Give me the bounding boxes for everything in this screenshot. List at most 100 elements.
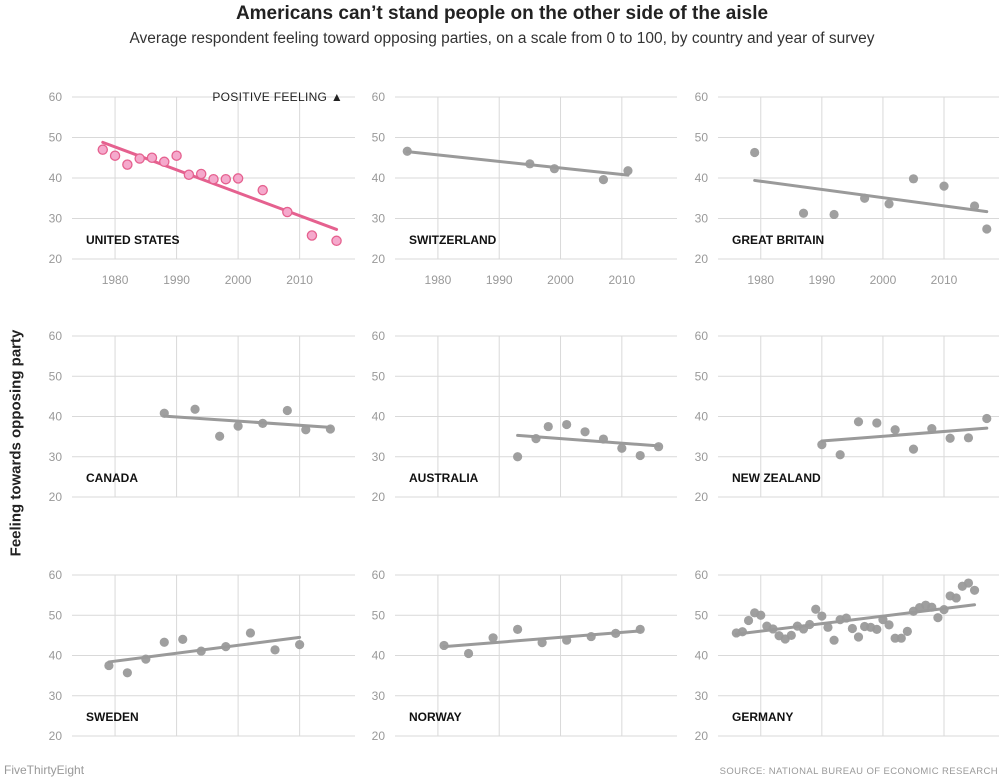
y-tick-label: 30 <box>49 450 63 464</box>
y-tick-label: 50 <box>695 608 709 622</box>
data-point <box>908 444 919 454</box>
y-tick-label: 60 <box>372 329 386 343</box>
data-point <box>811 604 821 614</box>
y-tick-label: 30 <box>372 689 386 703</box>
data-point <box>220 173 232 185</box>
y-tick-label: 60 <box>695 568 709 582</box>
data-point <box>232 173 244 184</box>
data-point <box>183 169 195 181</box>
data-point <box>654 442 664 452</box>
y-tick-label: 50 <box>695 369 709 383</box>
x-tick-label: 1980 <box>747 273 774 287</box>
x-tick-label: 2010 <box>931 273 958 287</box>
data-point <box>750 147 760 158</box>
data-point <box>258 418 268 428</box>
data-point <box>835 450 845 460</box>
y-tick-label: 40 <box>372 171 386 185</box>
data-point <box>963 578 974 588</box>
y-tick-label: 60 <box>372 90 386 104</box>
data-point <box>737 627 748 637</box>
data-point <box>927 602 937 612</box>
y-tick-label: 30 <box>372 212 386 226</box>
y-tick-label: 40 <box>372 649 386 663</box>
data-point <box>109 150 121 161</box>
data-point <box>847 623 857 634</box>
y-tick-label: 50 <box>372 369 386 383</box>
data-point <box>805 619 815 630</box>
data-point <box>580 427 590 437</box>
positive-feeling-annotation: POSITIVE FEELING ▲ <box>212 90 343 104</box>
data-point <box>543 421 553 432</box>
chart-title: Americans can’t stand people on the othe… <box>235 3 769 24</box>
data-point <box>104 660 114 671</box>
data-point <box>982 224 992 234</box>
y-tick-label: 50 <box>372 608 386 622</box>
data-point <box>829 635 839 645</box>
data-point <box>195 168 207 180</box>
y-tick-label: 20 <box>49 729 63 743</box>
y-tick-label: 50 <box>49 369 63 383</box>
y-tick-label: 20 <box>372 729 386 743</box>
x-tick-label: 2000 <box>547 273 574 287</box>
data-point <box>933 613 943 623</box>
y-tick-label: 40 <box>695 171 709 185</box>
data-point <box>171 150 182 161</box>
y-tick-label: 40 <box>49 410 63 424</box>
data-point <box>939 605 949 615</box>
data-point <box>178 634 188 645</box>
data-point <box>598 175 609 185</box>
country-label: UNITED STATES <box>86 233 180 247</box>
data-point <box>598 434 609 444</box>
data-point <box>196 646 206 656</box>
x-tick-label: 2010 <box>608 273 635 287</box>
data-point <box>872 624 882 634</box>
data-point <box>635 624 645 634</box>
y-tick-label: 50 <box>49 608 63 622</box>
data-point <box>134 153 145 164</box>
data-point <box>141 654 151 664</box>
country-label: SWEDEN <box>86 710 139 724</box>
brand-label: FiveThirtyEight <box>4 763 85 777</box>
panel-switzerland: 20 30 40 50 60 1980 1990 2000 2010 SWITZERLAND <box>372 90 677 287</box>
data-point <box>902 626 912 636</box>
data-point <box>537 638 547 648</box>
chart-subtitle: Average respondent feeling toward opposi… <box>129 30 875 47</box>
panel-canada: 20 30 40 50 60 CANADA <box>49 329 355 504</box>
data-point <box>463 648 474 659</box>
data-point <box>817 440 827 450</box>
data-point <box>896 633 906 643</box>
country-label: GREAT BRITAIN <box>732 233 824 247</box>
data-point <box>122 668 132 678</box>
country-label: SWITZERLAND <box>409 233 497 247</box>
data-point <box>756 610 766 620</box>
data-point <box>963 433 974 443</box>
data-point <box>549 164 559 174</box>
trend-line <box>516 433 661 448</box>
data-point <box>982 413 992 424</box>
y-tick-label: 30 <box>372 450 386 464</box>
data-point <box>969 585 980 595</box>
data-point <box>159 156 170 168</box>
data-point <box>841 613 851 623</box>
data-point <box>969 201 980 211</box>
x-tick-label: 1980 <box>425 273 452 287</box>
x-tick-label: 1990 <box>486 273 513 287</box>
y-tick-label: 60 <box>695 329 709 343</box>
data-point <box>635 450 645 461</box>
data-point <box>215 431 225 441</box>
y-tick-label: 20 <box>695 729 709 743</box>
data-point <box>122 159 133 170</box>
y-tick-label: 40 <box>372 410 386 424</box>
y-tick-label: 30 <box>49 689 63 703</box>
data-point <box>617 443 627 453</box>
data-point <box>884 199 894 209</box>
y-tick-label: 40 <box>695 649 709 663</box>
data-point <box>927 423 937 434</box>
x-tick-label: 1990 <box>163 273 190 287</box>
data-point <box>623 166 633 176</box>
data-point <box>439 640 449 651</box>
data-point <box>829 209 839 220</box>
data-point <box>331 235 342 247</box>
data-point <box>146 152 158 163</box>
data-point <box>786 630 796 640</box>
